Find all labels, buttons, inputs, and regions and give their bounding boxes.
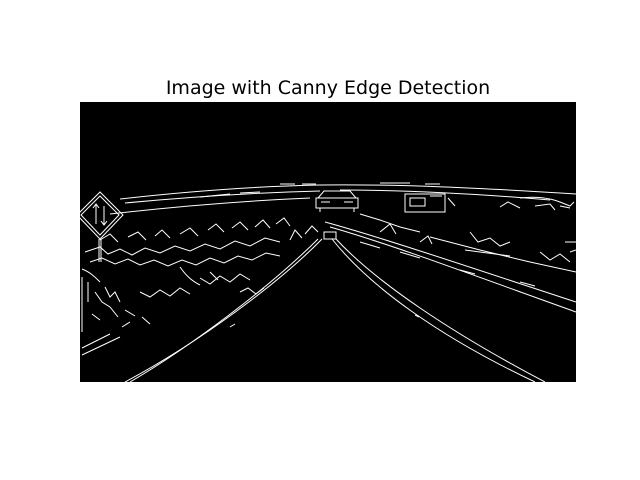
edge-map-canvas (80, 182, 576, 382)
lead-car-edges (315, 190, 359, 212)
road-sign-edges (80, 191, 124, 262)
lane-line-edges (81, 231, 546, 382)
horizon-edges (109, 182, 576, 215)
right-barrier-edges (324, 213, 576, 313)
figure-title: Image with Canny Edge Detection (165, 77, 491, 99)
edge-detection-image (80, 102, 576, 382)
right-vehicles-edges (404, 193, 575, 213)
left-vegetation-edges (81, 217, 319, 332)
